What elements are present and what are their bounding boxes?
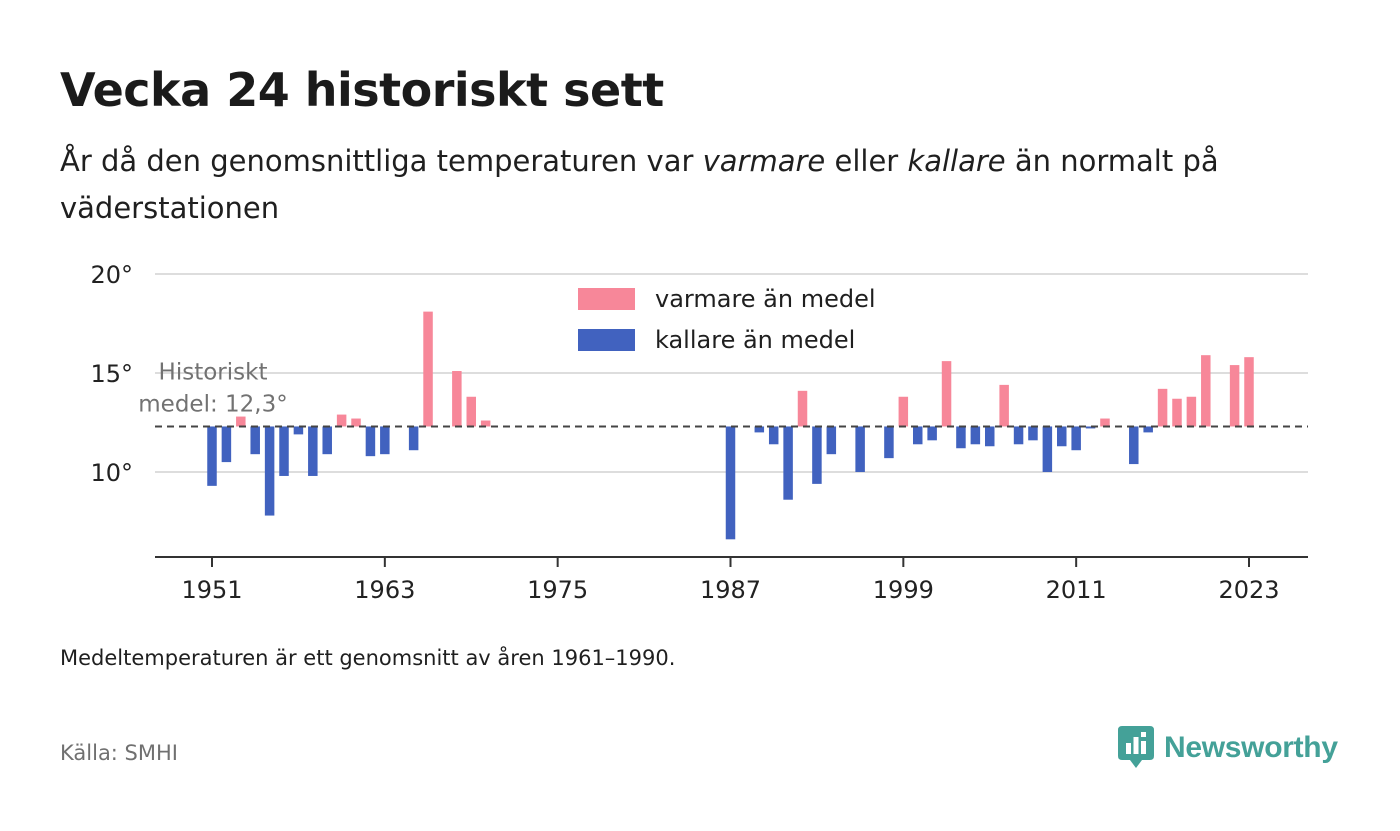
bar-1987 xyxy=(725,426,736,540)
bar-1969 xyxy=(466,396,476,427)
bar-1992 xyxy=(797,390,808,427)
subtitle-text-1: År då den genomsnittliga temperaturen va… xyxy=(60,144,703,178)
bar-1961 xyxy=(351,418,361,427)
source-label: Källa: SMHI xyxy=(60,741,178,765)
x-tick-label-1951: 1951 xyxy=(181,576,242,604)
bar-1954 xyxy=(250,426,260,455)
bar-2005 xyxy=(985,426,995,447)
bar-1998 xyxy=(884,426,894,459)
bar-1990 xyxy=(768,426,779,445)
bar-2000 xyxy=(912,426,923,445)
bar-2018 xyxy=(1172,398,1182,427)
bars xyxy=(207,311,1254,540)
subtitle-text-3: än normalt på väderstationen xyxy=(60,144,1219,225)
bar-1956 xyxy=(279,426,289,476)
bar-1953 xyxy=(236,416,246,427)
bar-2017 xyxy=(1157,388,1168,427)
chart-title: Vecka 24 historiskt sett xyxy=(60,63,664,117)
bar-1968 xyxy=(452,371,462,427)
baseline-label-line-1: Historiskt xyxy=(159,359,268,385)
x-tick-label-1999: 1999 xyxy=(873,576,934,604)
bar-1958 xyxy=(308,426,318,476)
bar-2022 xyxy=(1229,365,1240,427)
x-tick-label-1987: 1987 xyxy=(700,576,761,604)
bar-2004 xyxy=(970,426,981,445)
bar-2002 xyxy=(941,361,952,427)
bar-1963 xyxy=(380,426,390,455)
bar-2023 xyxy=(1244,357,1254,427)
bar-1994 xyxy=(826,426,837,455)
bar-1966 xyxy=(423,311,433,427)
subtitle-text-2: eller xyxy=(825,144,908,178)
y-tick-label-15: 15° xyxy=(90,360,133,388)
bar-1965 xyxy=(408,426,419,451)
bar-1989 xyxy=(754,426,765,433)
bar-2013 xyxy=(1100,418,1110,427)
bar-2010 xyxy=(1057,426,1067,447)
bar-2020 xyxy=(1201,355,1211,427)
x-tick-label-1963: 1963 xyxy=(354,576,415,604)
bar-chart: Historiskt medel: 12,3° 10°15°20° 1951 19… xyxy=(90,261,1308,604)
bar-2003 xyxy=(956,426,966,449)
brand-name: Newsworthy xyxy=(1164,731,1338,764)
bar-1960 xyxy=(336,414,347,427)
bar-1952 xyxy=(221,426,232,463)
bar-1970 xyxy=(480,420,491,427)
bar-1962 xyxy=(365,426,376,457)
footnote: Medeltemperaturen är ett genomsnitt av å… xyxy=(60,646,676,670)
y-tick-label-10: 10° xyxy=(90,459,133,487)
legend-warm-label: varmare än medel xyxy=(655,285,876,313)
y-tick-label-20: 20° xyxy=(90,261,133,289)
newsworthy-logo-icon xyxy=(1118,726,1154,768)
legend-warm-swatch xyxy=(578,288,635,310)
bar-1993 xyxy=(812,426,822,484)
bar-2007 xyxy=(1013,426,1024,445)
bar-1959 xyxy=(322,426,332,455)
bar-1991 xyxy=(783,426,793,500)
legend-cold-label: kallare än medel xyxy=(655,326,855,354)
legend-cold-swatch xyxy=(578,329,635,351)
x-axis-ticks: 1951 1963 1975 1987 1999 2011 2023 xyxy=(181,557,1280,604)
bar-1955 xyxy=(264,426,275,516)
y-axis-ticks: 10° 15° 20° xyxy=(90,261,133,487)
bar-1996 xyxy=(855,426,865,472)
x-tick-label-2011: 2011 xyxy=(1046,576,1107,604)
bar-2015 xyxy=(1129,426,1139,465)
bar-2012 xyxy=(1085,426,1096,429)
x-tick-label-2023: 2023 xyxy=(1218,576,1279,604)
bar-1951 xyxy=(207,426,217,486)
brand-logo: Newsworthy xyxy=(1118,726,1338,770)
bar-2001 xyxy=(927,426,937,441)
subtitle-cold-word: kallare xyxy=(907,144,1006,178)
legend: varmare än medel kallare än medel xyxy=(578,285,876,354)
bar-1999 xyxy=(898,396,909,427)
baseline-label-line-2: medel: 12,3° xyxy=(138,391,287,417)
bar-2011 xyxy=(1071,426,1081,451)
bar-2008 xyxy=(1028,426,1038,441)
chart-subtitle: År då den genomsnittliga temperaturen va… xyxy=(60,138,1300,232)
bar-2016 xyxy=(1143,426,1153,433)
bar-1957 xyxy=(293,426,304,435)
subtitle-warm-word: varmare xyxy=(702,144,826,178)
bar-2019 xyxy=(1186,396,1197,427)
bar-2006 xyxy=(999,384,1009,427)
bar-2009 xyxy=(1042,426,1053,472)
x-tick-label-1975: 1975 xyxy=(527,576,588,604)
